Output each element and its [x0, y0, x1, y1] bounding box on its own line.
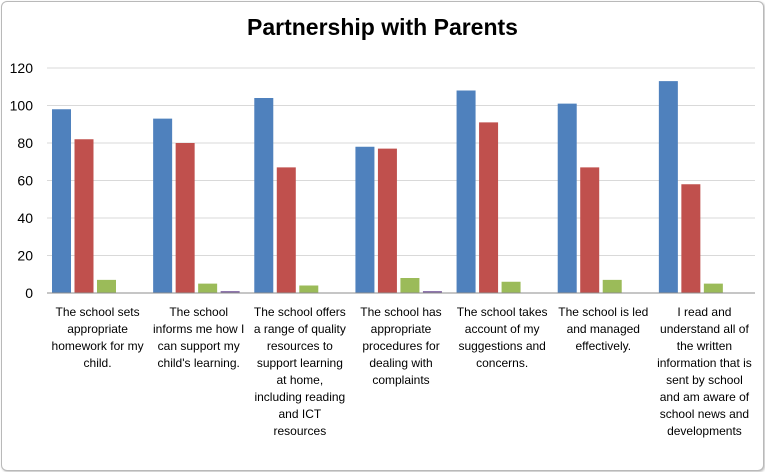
bar-series-1 — [52, 109, 71, 293]
y-tick-label: 0 — [25, 285, 33, 301]
bar-series-1 — [153, 118, 173, 293]
bar-series-2 — [74, 139, 94, 293]
bar-series-3 — [198, 283, 218, 293]
bar-series-3 — [501, 281, 521, 293]
bar-series-1 — [658, 81, 678, 293]
x-category-label: The school has appropriate procedures fo… — [360, 305, 442, 387]
bars — [52, 81, 723, 293]
x-category-label: The school takes account of my suggestio… — [456, 305, 548, 370]
y-tick-label: 40 — [17, 210, 33, 226]
y-tick-label: 60 — [17, 173, 33, 189]
bar-series-1 — [355, 146, 375, 293]
y-tick-label: 20 — [17, 248, 33, 264]
x-category-label: The school offers a range of quality res… — [253, 305, 346, 438]
bar-series-2 — [377, 148, 397, 293]
bar-series-4 — [220, 291, 240, 293]
bar-series-1 — [254, 98, 274, 293]
bar-series-3 — [299, 285, 319, 293]
bar-series-1 — [456, 90, 476, 293]
y-axis-ticks: 0 20 40 60 80 100 120 — [10, 60, 34, 301]
bar-series-2 — [276, 167, 296, 293]
chart-title: Partnership with Parents — [247, 14, 518, 40]
y-tick-label: 100 — [10, 98, 34, 114]
bar-series-2 — [479, 122, 499, 293]
x-category-label: The school informs me how I can support … — [153, 305, 245, 370]
bar-series-3 — [97, 279, 116, 293]
bar-series-2 — [580, 167, 600, 293]
bar-series-4 — [422, 291, 442, 293]
bar-series-1 — [557, 103, 577, 293]
y-tick-label: 80 — [17, 135, 33, 151]
bar-series-3 — [703, 283, 723, 293]
bar-series-2 — [175, 143, 195, 293]
x-category-label: I read and understand all of the written… — [657, 305, 752, 438]
y-tick-label: 120 — [10, 60, 34, 76]
bar-series-3 — [602, 279, 622, 293]
x-category-label: The school sets appropriate homework for… — [51, 305, 144, 370]
bar-series-3 — [400, 278, 420, 293]
x-category-label: The school is led and managed effectivel… — [558, 305, 649, 353]
bar-series-2 — [681, 184, 701, 293]
